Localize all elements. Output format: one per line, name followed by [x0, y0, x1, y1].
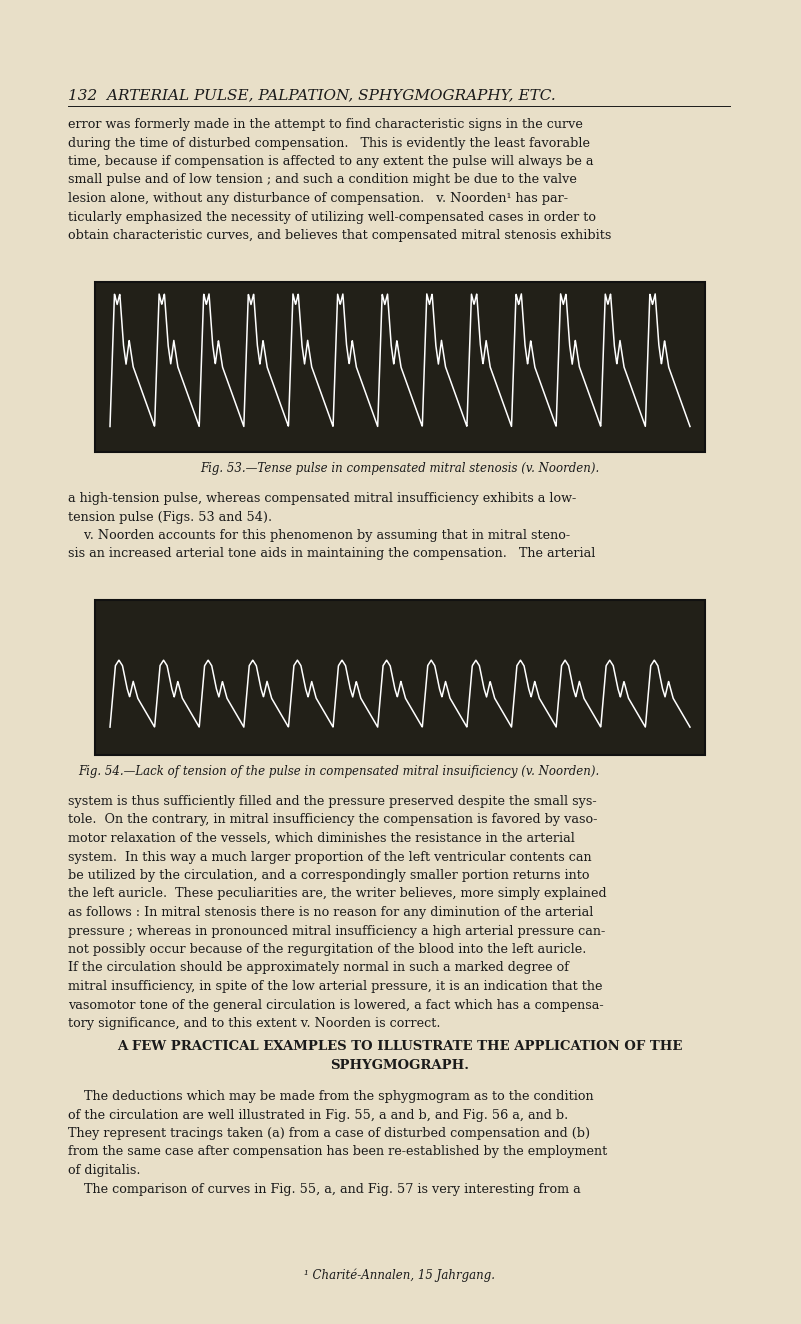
Text: 132  ARTERIAL PULSE, PALPATION, SPHYGMOGRAPHY, ETC.: 132 ARTERIAL PULSE, PALPATION, SPHYGMOGR…: [68, 87, 556, 102]
Text: Fig. 54.—Lack of tension of the pulse in compensated mitral insuificiency (v. No: Fig. 54.—Lack of tension of the pulse in…: [78, 765, 599, 779]
Bar: [95, 282, 705, 451]
Text: The deductions which may be made from the sphygmogram as to the condition
of the: The deductions which may be made from th…: [68, 1090, 607, 1196]
Text: a high-tension pulse, whereas compensated mitral insufficiency exhibits a low-
t: a high-tension pulse, whereas compensate…: [68, 493, 595, 560]
Text: system is thus sufficiently filled and the pressure preserved despite the small : system is thus sufficiently filled and t…: [68, 794, 606, 1030]
Text: ¹ Charité-Annalen, 15 Jahrgang.: ¹ Charité-Annalen, 15 Jahrgang.: [304, 1268, 496, 1282]
Bar: [95, 600, 705, 755]
Text: Fig. 53.—Tense pulse in compensated mitral stenosis (v. Noorden).: Fig. 53.—Tense pulse in compensated mitr…: [200, 462, 600, 475]
Text: error was formerly made in the attempt to find characteristic signs in the curve: error was formerly made in the attempt t…: [68, 118, 611, 242]
Text: A FEW PRACTICAL EXAMPLES TO ILLUSTRATE THE APPLICATION OF THE
SPHYGMOGRAPH.: A FEW PRACTICAL EXAMPLES TO ILLUSTRATE T…: [117, 1039, 682, 1072]
